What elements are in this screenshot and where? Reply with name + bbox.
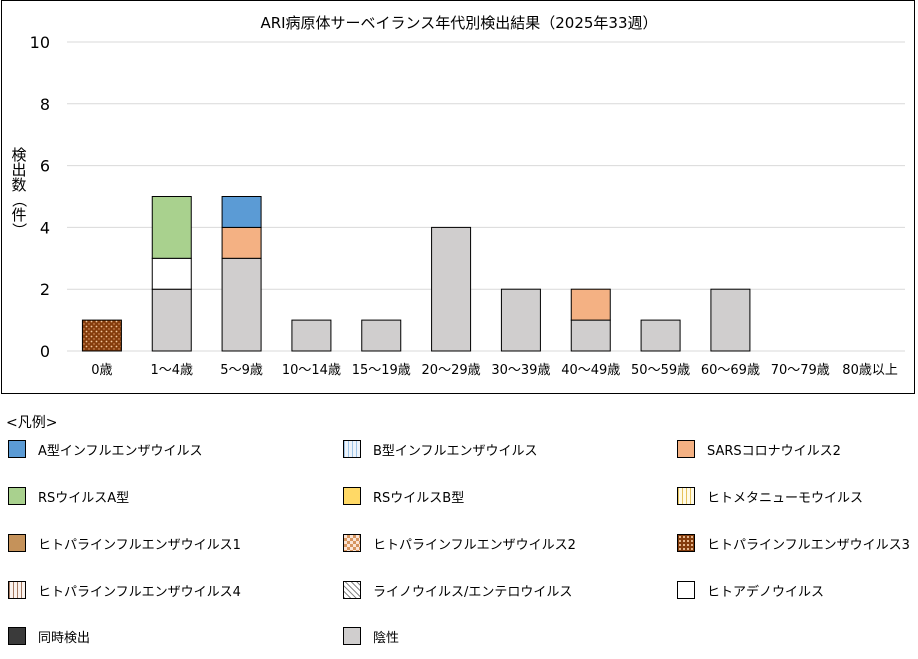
legend-swatch — [8, 581, 26, 599]
legend-item: A型インフルエンザウイルス — [8, 438, 203, 460]
bar-segment — [570, 288, 611, 321]
legend-item: 陰性 — [343, 625, 399, 647]
y-tick-label: 6 — [40, 157, 50, 176]
legend-swatch — [8, 627, 26, 645]
y-axis-label: 検出数（件） — [10, 146, 28, 238]
bar-segment — [81, 319, 122, 352]
bars — [81, 196, 751, 352]
y-axis-label-char: 出 — [11, 161, 26, 179]
legend-item: RSウイルスA型 — [8, 485, 129, 507]
x-tick-label: 15～19歳 — [352, 363, 411, 378]
y-axis-label-char: （ — [10, 192, 28, 207]
legend-label: A型インフルエンザウイルス — [38, 443, 203, 459]
legend-swatch — [677, 440, 695, 458]
x-tick-label: 5～9歳 — [220, 363, 263, 378]
legend-item: ヒトパラインフルエンザウイルス1 — [8, 532, 241, 554]
legend-label: RSウイルスA型 — [38, 490, 130, 506]
legend-swatch — [677, 487, 695, 505]
legend-item: ヒトパラインフルエンザウイルス2 — [343, 532, 576, 554]
legend-item: ヒトアデノウイルス — [677, 579, 824, 601]
legend-label: ヒトパラインフルエンザウイルス2 — [373, 537, 576, 553]
bar-segment — [710, 288, 751, 352]
bar-segment — [151, 288, 192, 352]
legend-item: RSウイルスB型 — [343, 485, 464, 507]
legend-item: B型インフルエンザウイルス — [343, 438, 538, 460]
bar-segment — [431, 226, 472, 352]
legend-label: 同時検出 — [38, 630, 91, 646]
bar-segment — [221, 226, 262, 259]
bar-segment — [500, 288, 541, 352]
bar-segment — [570, 319, 611, 352]
legend-swatch — [8, 487, 26, 505]
x-tick-label: 80歳以上 — [842, 363, 898, 378]
x-tick-label: 0歳 — [91, 363, 112, 378]
x-tick-label: 20～29歳 — [422, 363, 481, 378]
chart: ARI病原体サーベイランス年代別検出結果（2025年33週） 0 2 4 6 8 10 検… — [1, 0, 915, 394]
legend-item: ライノウイルス/エンテロウイルス — [343, 579, 572, 601]
legend-label: ヒトアデノウイルス — [707, 584, 825, 600]
x-tick-label: 70～79歳 — [771, 363, 830, 378]
legend-swatch — [343, 440, 361, 458]
legend-swatch — [343, 487, 361, 505]
legend-label: SARSコロナウイルス2 — [707, 443, 841, 459]
bar-segment — [361, 319, 402, 352]
x-axis-ticks: 0歳 1～4歳 5～9歳 10～14歳 15～19歳 20～29歳 30～39歳 40～49歳… — [91, 363, 898, 378]
y-axis-ticks: 0 2 4 6 8 10 — [30, 33, 50, 361]
x-tick-label: 40～49歳 — [561, 363, 620, 378]
legend-label: ヒトパラインフルエンザウイルス3 — [707, 537, 910, 553]
bar-segment — [151, 257, 192, 290]
y-tick-label: 8 — [40, 95, 50, 114]
x-tick-label: 60～69歳 — [701, 363, 760, 378]
legend-item: ヒトパラインフルエンザウイルス4 — [8, 579, 241, 601]
bar-segment — [221, 196, 262, 228]
y-axis-label-char: 検 — [11, 146, 26, 164]
bar-segment — [291, 319, 332, 352]
legend-label: B型インフルエンザウイルス — [373, 443, 538, 459]
bar-segment — [221, 257, 262, 352]
y-axis-label-char: 数 — [11, 176, 26, 194]
legend-swatch — [343, 627, 361, 645]
legend-item: 同時検出 — [8, 625, 90, 647]
chart-title: ARI病原体サーベイランス年代別検出結果（2025年33週） — [260, 14, 657, 32]
legend-swatch — [8, 440, 26, 458]
legend-item: ヒトメタニューモウイルス — [677, 485, 863, 507]
x-tick-label: 10～14歳 — [282, 363, 341, 378]
legend-swatch — [8, 534, 26, 552]
legend-item: SARSコロナウイルス2 — [677, 438, 841, 460]
y-tick-label: 0 — [40, 342, 50, 361]
legend-label: 陰性 — [373, 630, 400, 646]
legend-label: ヒトパラインフルエンザウイルス4 — [38, 584, 241, 600]
legend-swatch — [677, 581, 695, 599]
x-tick-label: 1～4歳 — [150, 363, 193, 378]
bar-segment — [640, 319, 681, 352]
y-axis-label-char: 件 — [11, 206, 26, 224]
x-tick-label: 30～39歳 — [491, 363, 550, 378]
y-tick-label: 10 — [30, 33, 50, 52]
y-tick-label: 4 — [40, 218, 50, 237]
legend-label: ヒトパラインフルエンザウイルス1 — [38, 537, 241, 553]
x-tick-label: 50～59歳 — [631, 363, 690, 378]
y-tick-label: 2 — [40, 280, 50, 299]
legend-item: ヒトパラインフルエンザウイルス3 — [677, 532, 910, 554]
legend-swatch — [677, 534, 695, 552]
legend-label: RSウイルスB型 — [373, 490, 465, 506]
legend-swatch — [343, 581, 361, 599]
y-axis-label-char: ） — [10, 222, 28, 237]
legend-label: ヒトメタニューモウイルス — [707, 490, 864, 506]
legend-swatch — [343, 534, 361, 552]
legend-header: <凡例> — [6, 415, 58, 431]
legend-label: ライノウイルス/エンテロウイルス — [373, 584, 573, 600]
bar-segment — [151, 196, 192, 259]
gridlines — [67, 41, 905, 352]
